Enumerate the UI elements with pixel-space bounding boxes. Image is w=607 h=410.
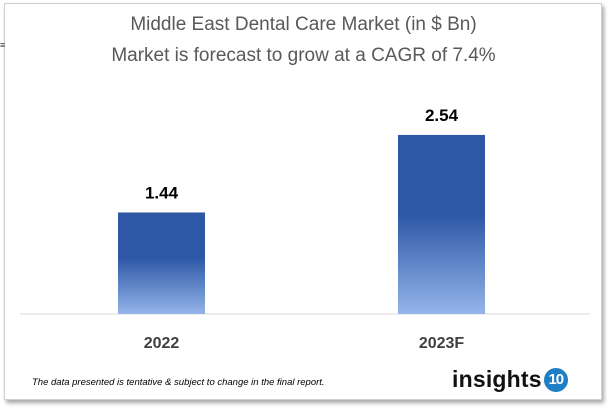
bar-2022 — [118, 212, 205, 314]
data-label: 2.54 — [425, 106, 459, 125]
chart-title: Middle East Dental Care Market (in $ Bn) — [130, 14, 477, 35]
insights10-logo: insights 10 — [452, 366, 568, 393]
footnote: The data presented is tentative & subjec… — [32, 377, 325, 388]
bar-2023F — [398, 134, 485, 314]
logo-text: insights — [452, 366, 542, 392]
edge-marker: ≡ — [0, 40, 6, 50]
chart-frame — [4, 3, 602, 400]
x-tick-label: 2023F — [419, 335, 465, 352]
logo-badge: 10 — [543, 367, 568, 392]
data-label: 1.44 — [145, 183, 179, 202]
chart-subtitle: Market is forecast to grow at a CAGR of … — [111, 45, 496, 66]
x-tick-label: 2022 — [144, 335, 180, 352]
